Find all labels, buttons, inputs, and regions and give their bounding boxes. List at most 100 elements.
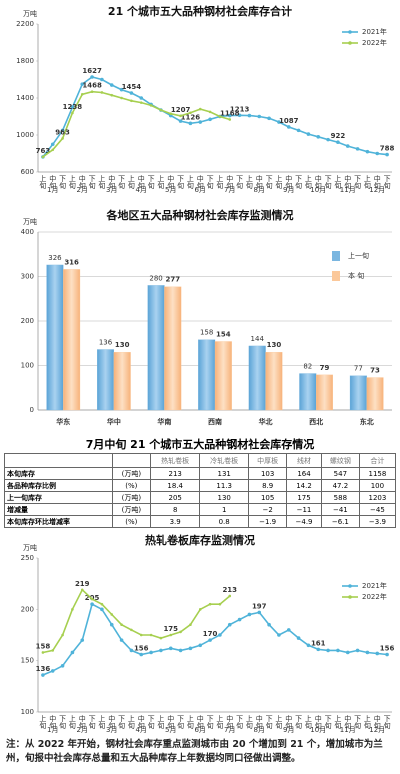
point: [159, 636, 163, 640]
point: [336, 140, 340, 145]
x-tick-label: 上旬: [39, 174, 47, 190]
point: [100, 77, 104, 82]
x-tick-label: 东北: [360, 417, 374, 426]
x-tick-label: 中旬: [78, 714, 86, 730]
month-label: 1月: [47, 186, 58, 194]
x-tick-label: 上旬: [334, 174, 342, 190]
month-label: 4月: [136, 186, 147, 194]
data-label: 922: [331, 132, 346, 140]
x-tick-label: 下旬: [177, 175, 185, 190]
y-tick-label: 0: [30, 406, 34, 414]
cell: −45: [358, 503, 397, 516]
point: [130, 99, 133, 103]
point: [355, 147, 360, 151]
point: [50, 669, 55, 673]
point: [277, 120, 281, 124]
data-label: 77: [354, 365, 363, 373]
point: [385, 652, 389, 657]
legend-label: 2022年: [362, 592, 387, 601]
month-label: 9月: [283, 726, 294, 734]
x-tick-label: 下旬: [118, 175, 126, 190]
point: [60, 664, 65, 668]
data-label: 1468: [82, 82, 102, 90]
cell: −2: [248, 503, 288, 516]
point: [169, 633, 173, 637]
data-label: 197: [252, 602, 267, 610]
series-line: [42, 588, 231, 654]
point: [110, 613, 114, 616]
data-label: 316: [64, 258, 79, 266]
legend-marker: [348, 30, 352, 34]
month-label: 7月: [224, 726, 235, 734]
point: [41, 155, 45, 159]
x-tick-label: 下旬: [295, 175, 303, 190]
point: [90, 90, 94, 94]
month-label: 11月: [340, 726, 356, 734]
data-label: 154: [216, 330, 231, 338]
data-label: 73: [370, 367, 380, 375]
point: [365, 650, 370, 655]
y-tick-label: 150: [21, 657, 34, 665]
point: [355, 648, 360, 653]
x-tick-label: 上旬: [98, 714, 106, 730]
x-tick-label: 中旬: [226, 174, 234, 190]
point: [179, 114, 182, 118]
table-row: 增减量 (万吨) 8 1 −2 −11 −41 −45: [4, 503, 397, 516]
point: [90, 75, 94, 79]
chart-title: 各地区五大品种钢材社会库存监测情况: [106, 208, 294, 222]
point: [247, 612, 252, 617]
table-row: 本旬库存 (万吨) 213 131 103 164 547 1158: [4, 467, 397, 480]
point: [100, 607, 104, 612]
month-label: 12月: [369, 726, 385, 734]
point: [247, 113, 252, 118]
series-line: [42, 90, 231, 158]
point: [80, 638, 85, 642]
header-cell: [4, 453, 113, 468]
legend-label: 2021年: [362, 581, 387, 590]
x-tick-label: 下旬: [59, 175, 67, 190]
column-header: 热轧卷板: [150, 453, 201, 468]
month-label: 6月: [195, 186, 206, 194]
table-row: 各品种库存比例 (%) 18.4 11.3 8.9 14.2 47.2 100: [4, 479, 397, 492]
cell: −3.9: [358, 515, 397, 528]
legend-swatch: [332, 271, 340, 281]
cell: 47.2: [320, 479, 360, 492]
x-tick-label: 中旬: [285, 714, 293, 730]
bar: [63, 269, 81, 411]
bar: [113, 351, 131, 411]
point: [109, 622, 114, 627]
point: [336, 648, 340, 653]
x-tick-label: 中旬: [255, 714, 263, 730]
data-label: 788: [380, 145, 395, 153]
x-tick-label: 上旬: [304, 714, 312, 730]
column-header: 线材: [286, 453, 322, 468]
x-tick-label: 下旬: [324, 175, 332, 190]
x-tick-label: 中旬: [196, 714, 204, 730]
bar: [299, 373, 317, 411]
cell: 1: [199, 503, 250, 516]
data-label: 161: [311, 639, 326, 647]
row-unit: (%): [111, 515, 152, 528]
x-tick-label: 下旬: [177, 715, 185, 730]
point: [139, 96, 144, 100]
data-label: 130: [267, 341, 282, 349]
y-axis-label: 万吨: [23, 9, 37, 18]
y-tick-label: 1000: [16, 131, 34, 139]
month-label: 2月: [77, 726, 88, 734]
x-tick-label: 下旬: [295, 715, 303, 730]
x-tick-label: 西南: [208, 417, 222, 426]
month-label: 3月: [106, 726, 117, 734]
point: [189, 623, 192, 627]
month-label: 2月: [77, 186, 88, 194]
x-tick-label: 中旬: [108, 174, 116, 190]
point: [345, 144, 350, 148]
column-header: 合计: [358, 453, 397, 468]
point: [159, 648, 163, 653]
x-tick-label: 上旬: [186, 714, 194, 730]
point: [60, 128, 65, 133]
point: [218, 602, 222, 606]
point: [208, 638, 212, 642]
series-line: [42, 603, 388, 676]
point: [218, 115, 222, 118]
x-tick-label: 下旬: [206, 175, 214, 190]
